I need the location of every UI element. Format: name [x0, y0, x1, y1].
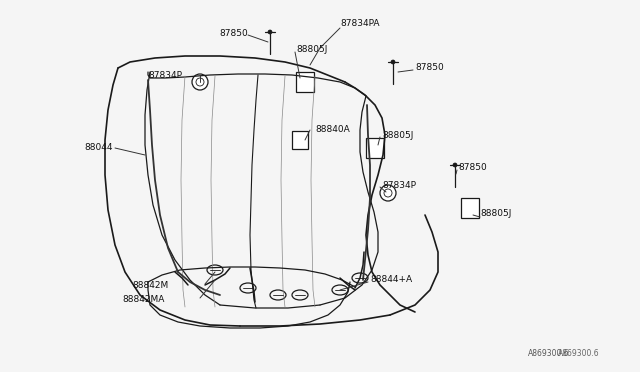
Circle shape [192, 74, 208, 90]
Text: 88805J: 88805J [480, 209, 511, 218]
Circle shape [380, 185, 396, 201]
Text: 87834P: 87834P [382, 180, 416, 189]
Text: A869300.6: A869300.6 [558, 349, 600, 358]
Text: 87850: 87850 [458, 164, 487, 173]
Text: 87850: 87850 [220, 29, 248, 38]
Bar [296, 72, 314, 92]
Text: 88044: 88044 [84, 144, 113, 153]
Text: A869300.6: A869300.6 [529, 349, 570, 358]
Bar [292, 131, 308, 149]
Circle shape [453, 163, 457, 167]
Circle shape [268, 30, 272, 34]
Text: 88842MA: 88842MA [122, 295, 164, 305]
Text: 88844+A: 88844+A [370, 276, 412, 285]
Text: 87834P: 87834P [148, 71, 182, 80]
Text: 88842M: 88842M [132, 280, 168, 289]
Text: 88840A: 88840A [315, 125, 349, 135]
Bar [366, 138, 384, 158]
Text: 87850: 87850 [415, 64, 444, 73]
Circle shape [391, 60, 395, 64]
Text: 87834PA: 87834PA [340, 19, 380, 29]
Text: 88805J: 88805J [382, 131, 413, 140]
Text: 88805J: 88805J [296, 45, 328, 55]
Bar [461, 198, 479, 218]
